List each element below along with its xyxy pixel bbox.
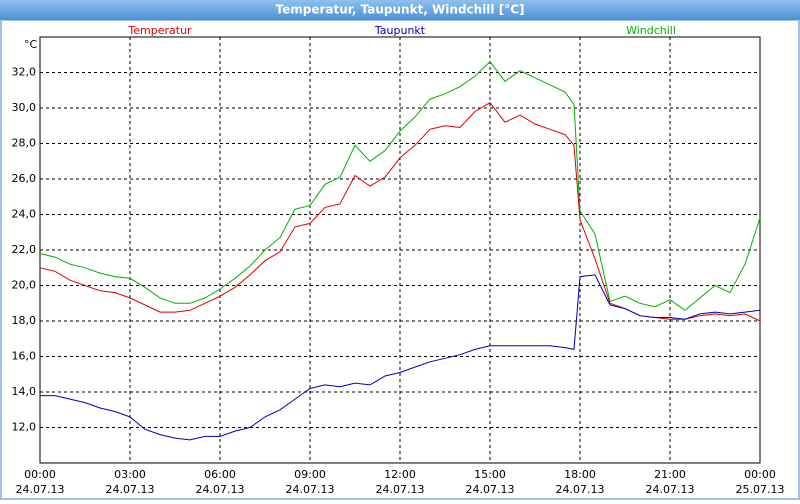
legend-entry: Windchill [626,24,676,37]
x-tick-label: 09:00 [294,468,326,481]
legend-entry: Temperatur [127,24,192,37]
y-unit: °C [24,38,38,51]
chart-title: Temperatur, Taupunkt, Windchill [°C] [276,3,525,17]
x-tick-date: 24.07.13 [556,483,605,496]
legend-entry: Taupunkt [374,24,426,37]
y-tick-label: 30,0 [12,101,37,114]
y-tick-label: 26,0 [12,172,37,185]
x-tick-label: 12:00 [384,468,416,481]
x-tick-label: 06:00 [204,468,236,481]
y-tick-label: 32,0 [12,66,37,79]
title-bar [0,0,800,20]
x-tick-label: 21:00 [654,468,686,481]
x-tick-date: 24.07.13 [106,483,155,496]
x-tick-label: 00:00 [744,468,776,481]
x-tick-date: 24.07.13 [16,483,65,496]
y-tick-label: 14,0 [12,385,37,398]
x-tick-date: 25.07.13 [736,483,785,496]
x-tick-date: 24.07.13 [196,483,245,496]
y-tick-label: 16,0 [12,350,37,363]
x-tick-label: 03:00 [114,468,146,481]
x-tick-date: 24.07.13 [466,483,515,496]
x-tick-date: 24.07.13 [646,483,695,496]
y-tick-label: 28,0 [12,137,37,150]
x-tick-label: 15:00 [474,468,506,481]
y-tick-label: 12,0 [12,421,37,434]
series-line [40,274,761,441]
y-tick-label: 20,0 [12,279,37,292]
x-tick-label: 00:00 [24,468,56,481]
y-tick-label: 24,0 [12,208,37,221]
y-tick-label: 22,0 [12,243,37,256]
x-tick-label: 18:00 [564,468,596,481]
x-tick-date: 24.07.13 [286,483,335,496]
y-tick-label: 18,0 [12,314,37,327]
series-line [39,61,761,311]
x-tick-date: 24.07.13 [376,483,425,496]
